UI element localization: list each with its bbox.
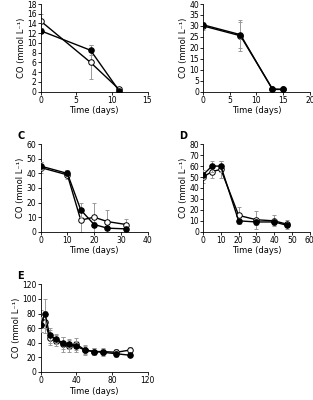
- Text: D: D: [180, 131, 187, 141]
- Y-axis label: CO (mmol L⁻¹): CO (mmol L⁻¹): [179, 158, 188, 218]
- Y-axis label: CO (mmol L⁻¹): CO (mmol L⁻¹): [17, 18, 25, 78]
- X-axis label: Time (days): Time (days): [232, 246, 281, 255]
- X-axis label: Time (days): Time (days): [69, 246, 119, 255]
- Text: C: C: [17, 131, 24, 141]
- Text: E: E: [17, 271, 24, 281]
- X-axis label: Time (days): Time (days): [69, 386, 119, 396]
- X-axis label: Time (days): Time (days): [69, 106, 119, 115]
- Y-axis label: CO (mmol L⁻¹): CO (mmol L⁻¹): [16, 158, 25, 218]
- X-axis label: Time (days): Time (days): [232, 106, 281, 115]
- Y-axis label: CO (mmol L⁻¹): CO (mmol L⁻¹): [12, 298, 21, 358]
- Y-axis label: CO (mmol L⁻¹): CO (mmol L⁻¹): [179, 18, 188, 78]
